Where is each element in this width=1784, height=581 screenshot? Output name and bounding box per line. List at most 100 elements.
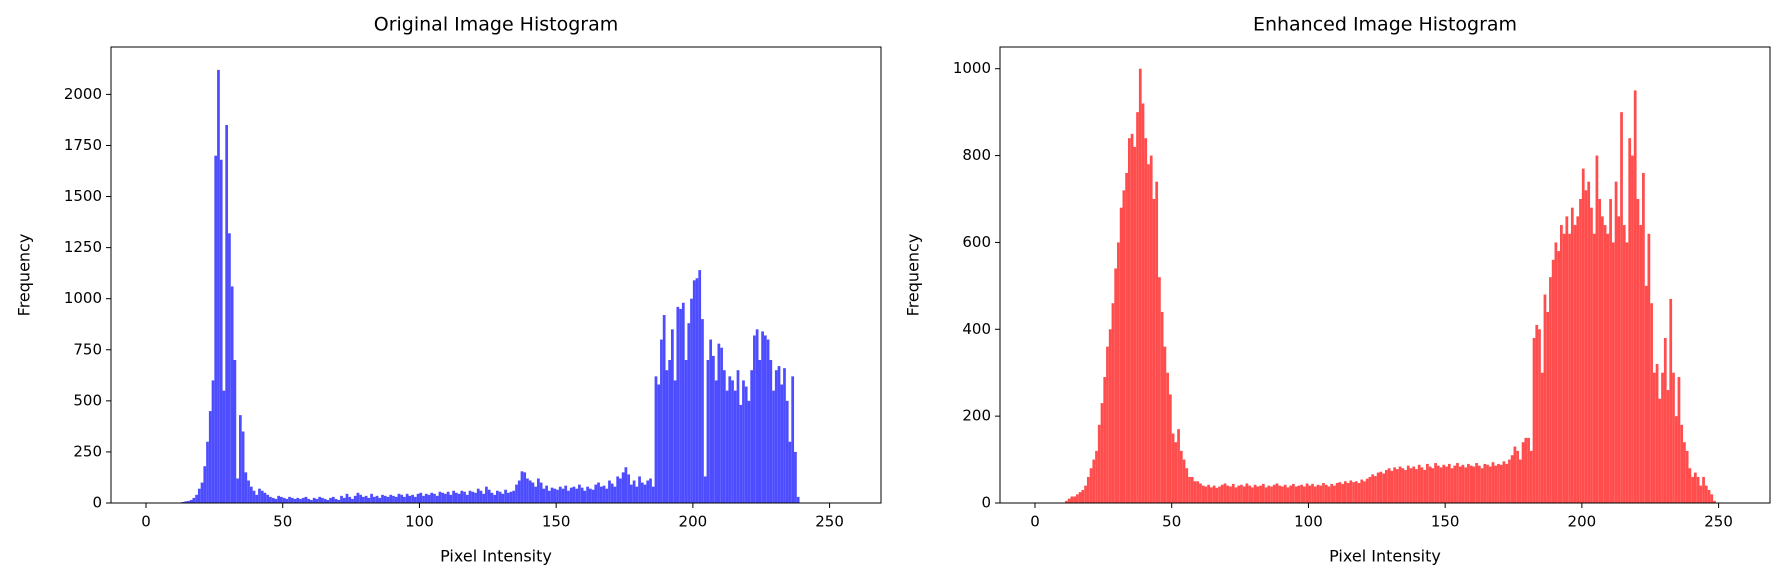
bar [528,480,532,503]
bar [433,493,436,503]
bar [796,496,800,503]
bar [1368,476,1372,503]
bar [348,496,352,503]
bar [1521,442,1525,503]
bar [1297,485,1301,503]
bar [476,488,480,503]
bar [676,306,680,503]
bar [695,278,699,503]
bar [788,441,792,503]
bar [1395,469,1399,503]
bar [1141,103,1145,503]
bar [1674,416,1678,503]
bar [1584,190,1588,504]
bar [187,500,190,503]
bar [217,69,220,504]
bar [247,480,250,503]
bar [208,411,212,503]
bar [712,355,715,503]
bar [312,497,316,503]
bar [282,497,286,503]
bar [413,496,417,503]
bar [1278,485,1282,503]
bar [1480,468,1484,503]
bar [285,498,289,503]
bar [709,339,713,503]
bar [698,270,702,503]
bar [1551,259,1555,503]
y-tick-label: 1250 [64,238,102,256]
bar [1680,424,1684,503]
bar [1283,484,1287,503]
bar [1070,496,1074,503]
bar [1601,216,1604,503]
bar [340,495,343,503]
bar [1248,485,1252,503]
bar [1286,487,1290,503]
bar [520,471,524,503]
bar [419,492,423,503]
bar [1313,486,1317,503]
bar [321,497,324,503]
bar [1428,466,1432,503]
bar [1713,500,1716,503]
bar [662,315,666,503]
bar [1100,403,1104,503]
bar [785,400,789,503]
bar [515,484,518,503]
bar [725,390,729,503]
bar [441,492,445,503]
bar [1644,285,1648,503]
bar [684,359,688,503]
bar [651,486,655,503]
chart-title: Original Image Histogram [374,14,619,36]
bar [252,490,256,503]
bar [192,497,196,503]
bar [405,493,409,503]
bar [1190,476,1194,503]
bar [649,478,652,503]
bar [1327,486,1331,503]
bar [258,488,261,503]
bar [526,478,529,503]
bar [1620,112,1623,504]
bar [1423,469,1427,503]
bar [1592,233,1596,503]
bar [1614,181,1618,503]
bar [1346,483,1350,503]
bar [1138,68,1142,503]
bar [690,298,693,503]
bar [632,480,636,503]
bar [1488,466,1492,503]
bar [1461,464,1465,503]
y-tick-label: 0 [92,494,102,512]
bar [230,286,234,503]
bar [1557,251,1560,503]
bar [1652,372,1656,503]
x-tick-label: 200 [679,513,708,531]
bar [1573,225,1577,504]
bar [763,335,767,503]
bar [1445,466,1448,503]
bar [1409,468,1413,503]
bar [553,488,557,503]
bar [758,359,762,503]
bar [206,441,209,503]
bar [438,491,442,503]
bar [517,480,521,503]
bar [791,376,795,503]
bar [1073,496,1077,503]
bar [389,494,393,503]
plot-frame [110,46,882,504]
y-tick-label: 1750 [64,136,102,154]
bar [1442,464,1446,503]
bar [580,487,584,503]
bar [599,486,603,503]
bar [1647,233,1651,503]
bar [722,370,726,503]
bar [1158,277,1161,503]
bar [351,498,354,503]
bar [583,490,587,503]
bar [654,376,658,503]
bar [747,400,751,503]
